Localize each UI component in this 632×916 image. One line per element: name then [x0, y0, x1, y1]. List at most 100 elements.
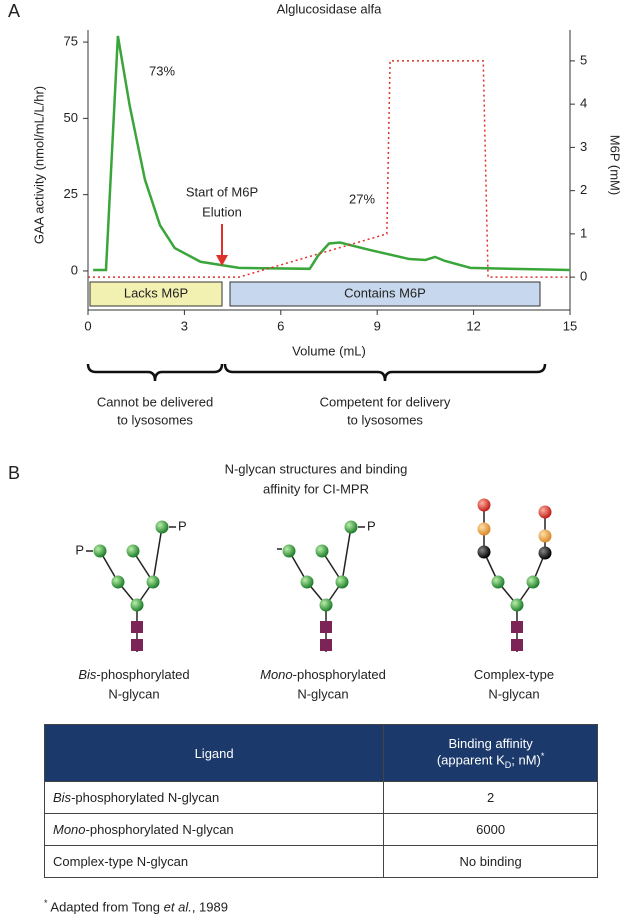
- header-text: ; nM): [511, 752, 541, 768]
- chart-title: Alglucosidase alfa: [277, 1, 383, 16]
- footnote: * Adapted from Tong et al., 1989: [44, 898, 228, 914]
- bond: [152, 526, 163, 583]
- glcnac: [511, 639, 523, 651]
- x-axis-title: Volume (mL): [292, 343, 366, 358]
- affinity-table: Ligand Binding affinity (apparent KD; nM)…: [43, 724, 598, 878]
- cell-text: Bis: [53, 790, 72, 805]
- header-text: Binding affinity: [448, 736, 533, 752]
- label-text: Complex-type: [474, 667, 554, 682]
- data-line: [93, 35, 571, 272]
- y-tick-label: 0: [71, 262, 78, 277]
- outcome-label: Competent for delivery: [320, 394, 451, 409]
- y-tick-label: 75: [64, 34, 78, 49]
- sugar: [491, 575, 505, 589]
- sugar: [93, 544, 107, 558]
- label-italic: Mono: [260, 667, 293, 682]
- glycan-label: N-glycan: [297, 686, 348, 701]
- table-cell: Bis-phosphorylated N-glycan: [43, 781, 385, 814]
- panel-label: A: [8, 1, 20, 21]
- annotation: 73%: [149, 63, 175, 78]
- sugar: [130, 598, 144, 612]
- x-tick-label: 9: [374, 318, 381, 333]
- annotation: 27%: [349, 191, 375, 206]
- sugar: [335, 575, 349, 589]
- glycan-label: N-glycan: [108, 686, 159, 701]
- sugar: [126, 544, 140, 558]
- region-box: [229, 281, 541, 307]
- y2-tick-label: 3: [580, 139, 587, 154]
- glycan-label: Mono-phosphorylated: [260, 667, 386, 682]
- annotation: Elution: [202, 204, 242, 219]
- outcome-label: to lysosomes: [117, 412, 193, 427]
- y2-tick-label: 0: [580, 269, 587, 284]
- brace: [86, 363, 224, 382]
- table-cell: Complex-type N-glycan: [43, 845, 385, 878]
- sugar: [300, 575, 314, 589]
- table-cell: 2: [383, 781, 598, 814]
- table-header: Binding affinity (apparent KD; nM)*: [383, 724, 598, 782]
- y2-tick-label: 4: [580, 96, 587, 111]
- cell-text: Mono: [53, 822, 86, 837]
- sugar: [344, 520, 358, 534]
- sugar: [538, 546, 552, 560]
- y2-tick-label: 2: [580, 182, 587, 197]
- table-header: Ligand: [43, 724, 385, 782]
- y-tick-label: 25: [64, 186, 78, 201]
- data-line: [88, 60, 570, 278]
- panel-title: N-glycan structures and binding: [225, 461, 408, 476]
- glcnac: [131, 621, 143, 633]
- footnote-text: et al.: [163, 899, 192, 915]
- cell-text: -phosphorylated N-glycan: [85, 822, 234, 837]
- sugar: [477, 545, 491, 559]
- outcome-label: Cannot be delivered: [97, 394, 213, 409]
- sugar: [282, 544, 296, 558]
- sugar: [319, 598, 333, 612]
- brace: [223, 363, 547, 382]
- header-text: (apparent K: [436, 752, 505, 768]
- panel-title: affinity for CI-MPR: [263, 481, 369, 496]
- x-tick-label: 12: [466, 318, 480, 333]
- cell-text: -phosphorylated N-glycan: [71, 790, 220, 805]
- panel-label: B: [8, 463, 20, 483]
- glcnac: [131, 639, 143, 651]
- y-axis-title: GAA activity (nmol/mL/L/hr): [31, 86, 46, 244]
- x-tick-label: 6: [277, 318, 284, 333]
- sugar: [526, 575, 540, 589]
- y-tick-label: 50: [64, 110, 78, 125]
- sugar: [477, 522, 491, 536]
- table-cell: No binding: [383, 845, 598, 878]
- table-cell: 6000: [383, 813, 598, 846]
- bond: [341, 526, 352, 583]
- sugar: [315, 544, 329, 558]
- phosphate: P: [75, 542, 84, 557]
- sugar: [510, 598, 524, 612]
- region-label: Lacks M6P: [124, 285, 188, 300]
- glycan-label: Complex-type: [474, 667, 554, 682]
- sugar: [477, 498, 491, 512]
- arrow-head: [216, 255, 228, 266]
- header-text: D: [504, 759, 512, 770]
- y2-axis-title: M6P (mM): [608, 135, 623, 195]
- y2-tick-label: 5: [580, 52, 587, 67]
- header-text: *: [540, 751, 545, 762]
- label-text: -phosphorylated: [96, 667, 189, 682]
- region-label: Contains M6P: [344, 285, 426, 300]
- glcnac: [511, 621, 523, 633]
- sugar: [146, 575, 160, 589]
- x-tick-label: 0: [84, 318, 91, 333]
- glycan-label: Bis-phosphorylated: [78, 667, 189, 682]
- footnote-mark: *: [44, 898, 48, 908]
- sugar: [538, 505, 552, 519]
- label-text: -phosphorylated: [293, 667, 386, 682]
- region-box: [89, 281, 223, 307]
- outcome-label: to lysosomes: [347, 412, 423, 427]
- footnote-text: , 1989: [191, 899, 228, 915]
- glcnac: [320, 621, 332, 633]
- glycan-label: N-glycan: [488, 686, 539, 701]
- glcnac: [320, 639, 332, 651]
- footnote-text: Adapted from Tong: [47, 899, 164, 915]
- phosphate: P: [367, 518, 376, 533]
- sugar: [111, 575, 125, 589]
